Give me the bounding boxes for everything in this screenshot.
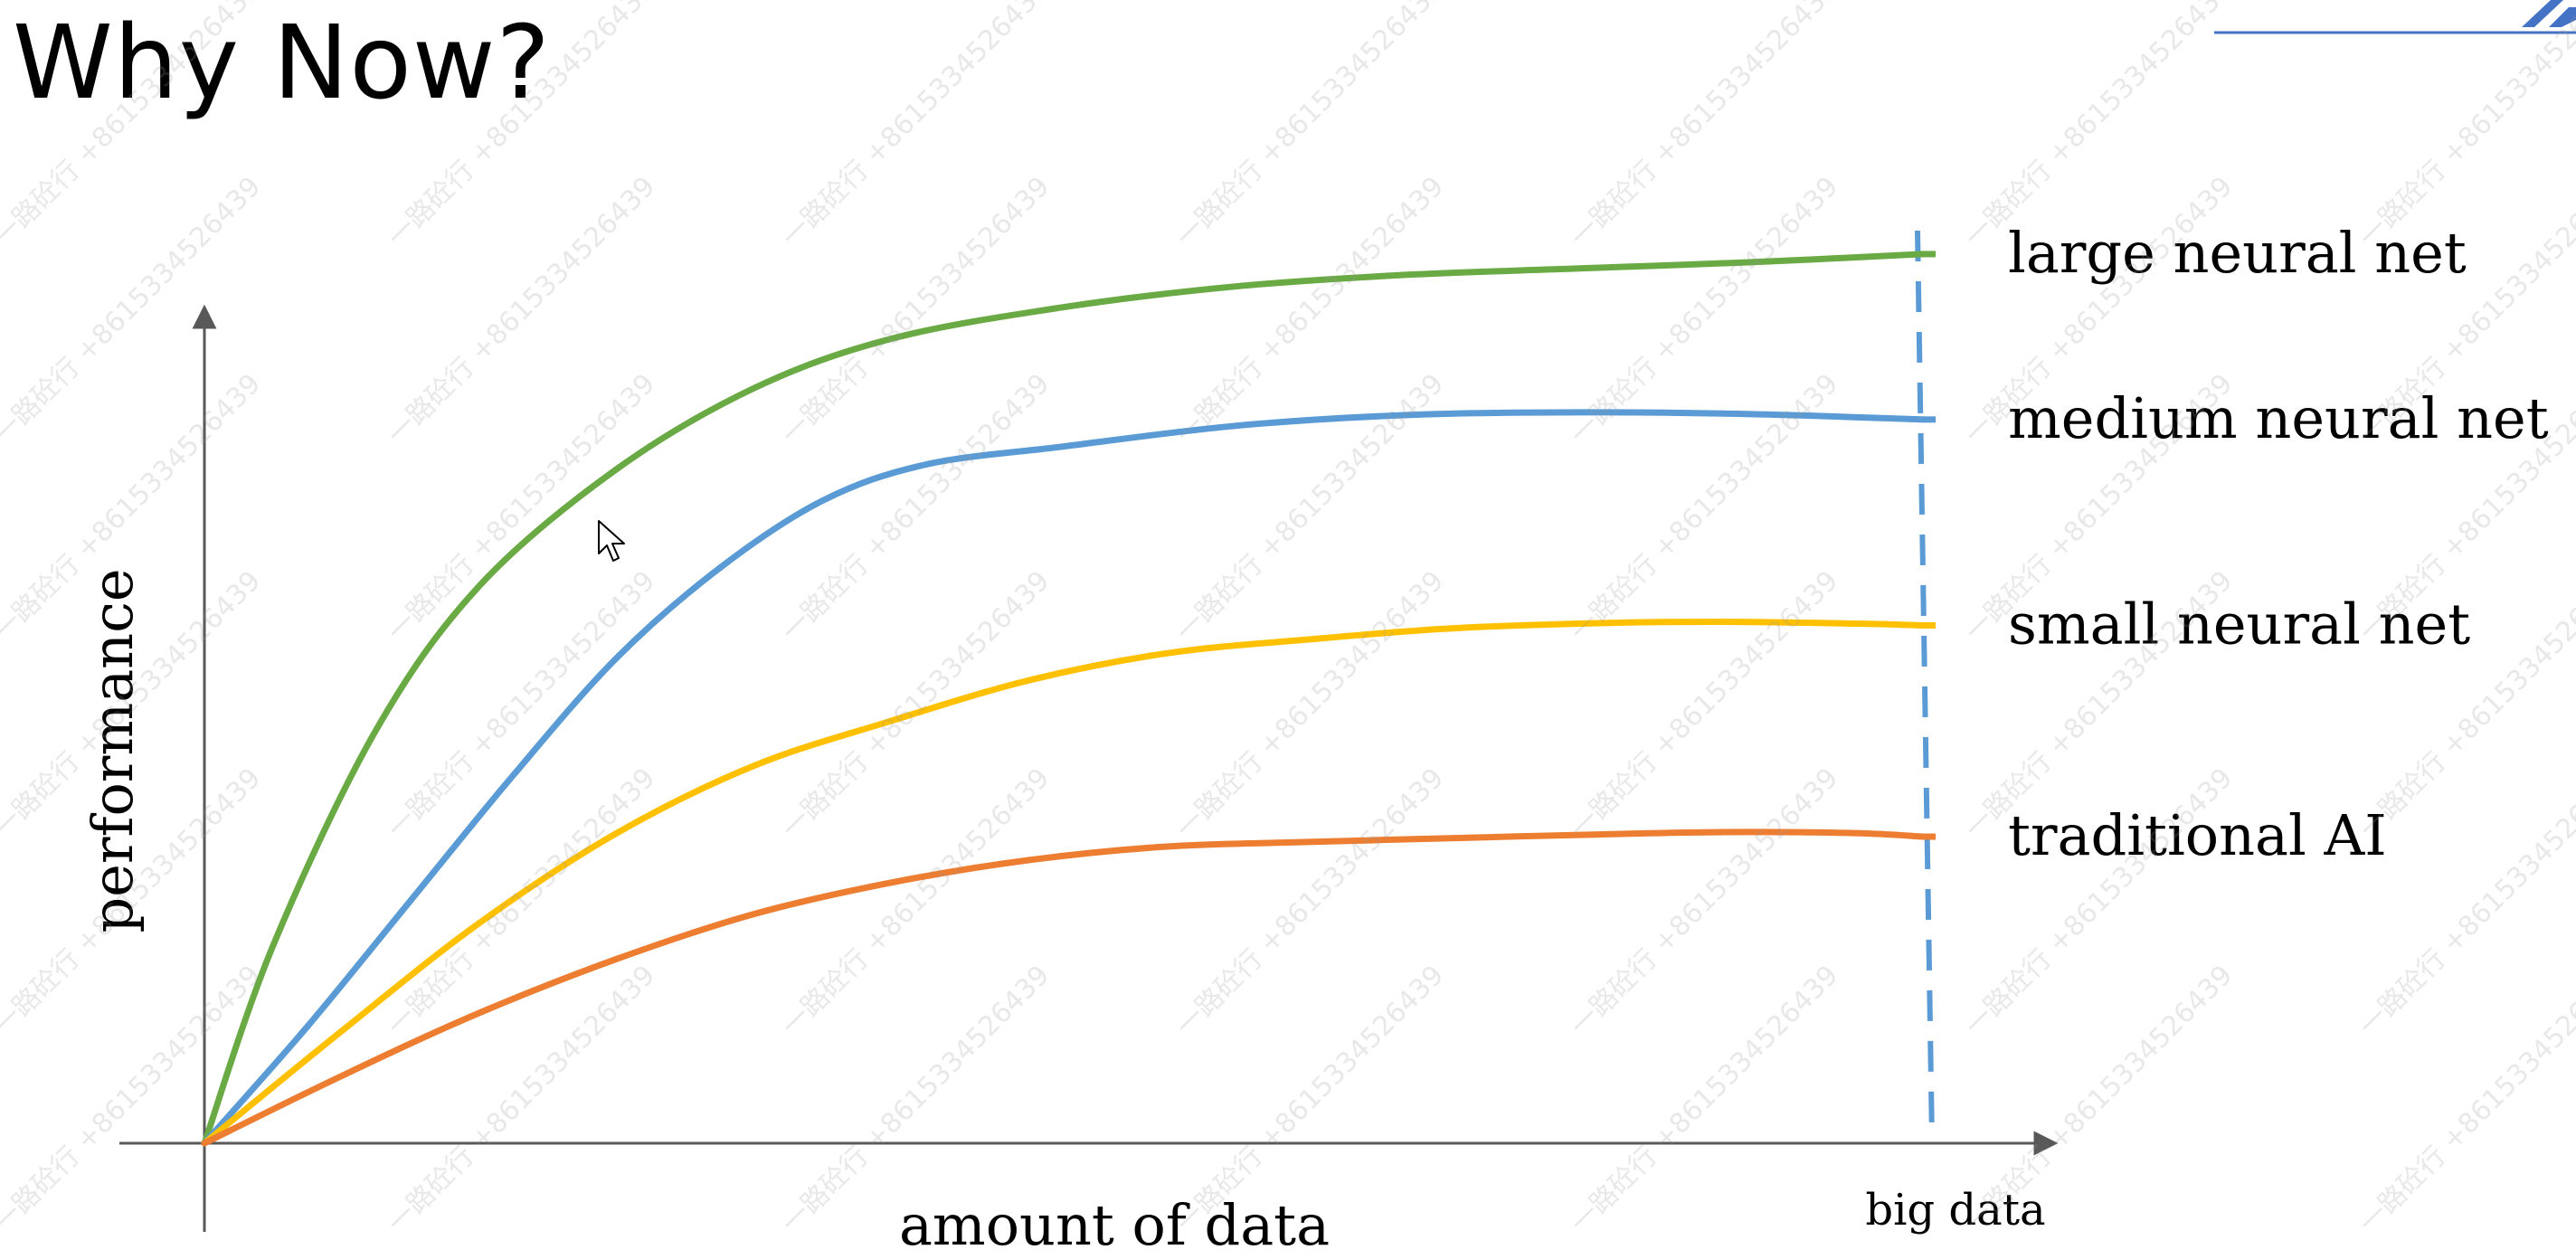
series-layer bbox=[201, 251, 1936, 1147]
big-data-marker-line bbox=[1915, 230, 1935, 1142]
x-axis-label: amount of data bbox=[899, 1192, 1330, 1258]
series-line-traditional-ai bbox=[201, 828, 1927, 1147]
y-axis-label: performance bbox=[80, 568, 146, 932]
legend: large neural net medium neural net small n… bbox=[2008, 220, 2549, 868]
series-line-medium-neural-net bbox=[201, 409, 1927, 1147]
slide-title: Why Now? bbox=[13, 5, 551, 122]
mouse-pointer-icon bbox=[598, 520, 625, 562]
legend-label-medium-neural-net: medium neural net bbox=[2008, 385, 2549, 451]
brand-logo-icon bbox=[2214, 0, 2576, 34]
legend-label-large-neural-net: large neural net bbox=[2008, 220, 2467, 286]
legend-label-traditional-ai: traditional AI bbox=[2008, 802, 2387, 868]
series-line-large-neural-net bbox=[201, 251, 1927, 1147]
series-line-small-neural-net bbox=[201, 619, 1927, 1147]
legend-label-small-neural-net: small neural net bbox=[2008, 591, 2470, 657]
big-data-label: big data bbox=[1865, 1185, 2045, 1235]
